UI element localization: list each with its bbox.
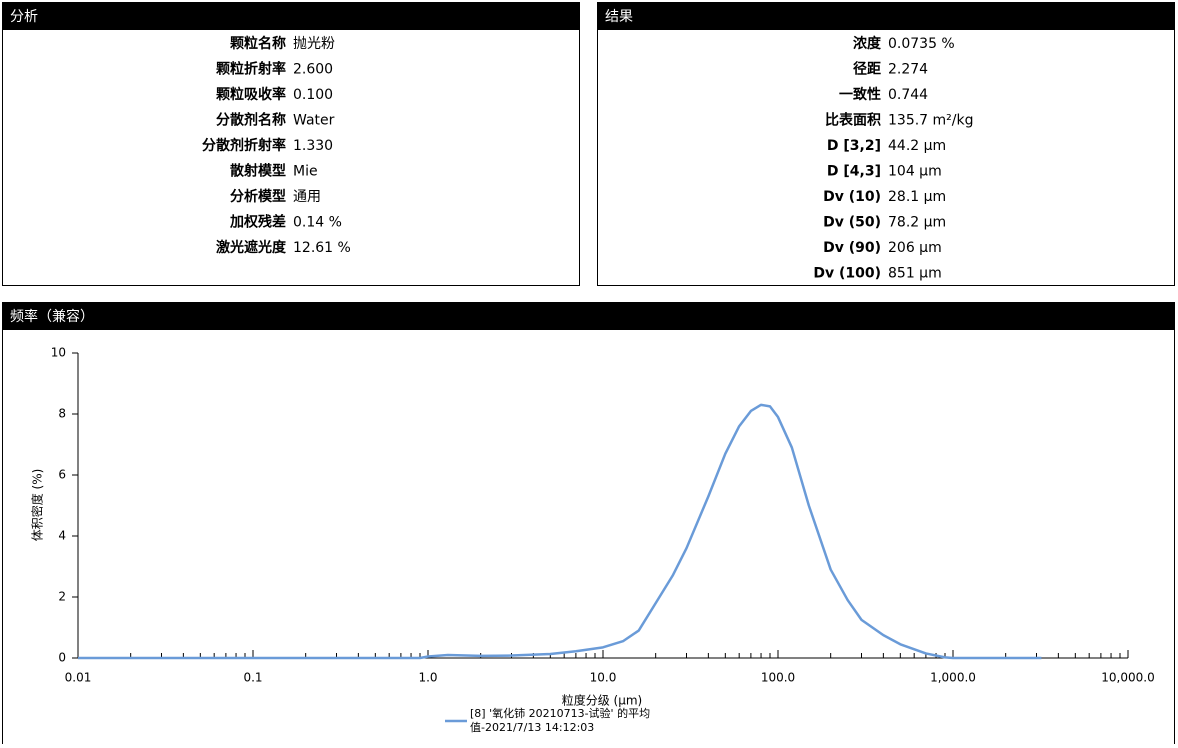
row-value: 0.14 %	[293, 215, 342, 231]
panel-title: 结果	[605, 9, 633, 25]
row-value: 2.600	[293, 62, 333, 78]
data-line	[78, 403, 1042, 660]
x-tick-label: 1,000.0	[930, 671, 976, 685]
legend-entry: [8] '氧化铈 20210713-试验' 的平均值-2021/7/13 14:…	[470, 707, 651, 734]
x-tick-label: 0.1	[243, 671, 262, 685]
row-value: 206 μm	[888, 240, 942, 256]
row-label: Dv (100)	[813, 266, 881, 282]
panel-header	[2, 302, 1175, 330]
row-value: 44.2 μm	[888, 138, 946, 154]
analysis-panel	[2, 2, 580, 286]
chart-panel	[2, 302, 1175, 748]
x-tick-label: 1.0	[418, 671, 437, 685]
row-label: Dv (50)	[823, 215, 881, 231]
row-value: 通用	[293, 189, 321, 205]
y-tick-label: 8	[58, 407, 66, 421]
results-panel	[597, 2, 1175, 286]
y-tick-label: 2	[58, 590, 66, 604]
x-tick-label: 100.0	[761, 671, 795, 685]
row-value: 12.61 %	[293, 240, 351, 256]
row-value: 135.7 m²/kg	[888, 113, 974, 129]
row-value: 104 μm	[888, 164, 942, 180]
panel-header	[597, 2, 1175, 30]
row-value: 1.330	[293, 138, 333, 154]
row-label: 颗粒名称	[230, 35, 286, 52]
row-label: D [3,2]	[827, 138, 881, 154]
row-value: 0.100	[293, 87, 333, 103]
y-tick-label: 6	[58, 468, 66, 482]
row-value: Mie	[293, 164, 318, 180]
row-label: 浓度	[853, 35, 882, 52]
x-tick-label: 10.0	[590, 671, 617, 685]
x-axis-label: 粒度分级 (μm)	[562, 693, 643, 708]
row-label: 比表面积	[825, 112, 881, 129]
x-tick-label: 0.01	[65, 671, 92, 685]
row-label: 分析模型	[230, 188, 286, 205]
row-value: 0.0735 %	[888, 36, 955, 52]
y-tick-label: 4	[58, 529, 66, 543]
row-label: Dv (10)	[823, 189, 881, 205]
row-label: 分散剂折射率	[202, 137, 286, 154]
row-value: 0.744	[888, 87, 928, 103]
row-label: 激光遮光度	[216, 239, 287, 256]
row-label: 加权残差	[229, 214, 286, 231]
row-value: 抛光粉	[293, 36, 335, 52]
row-label: 径距	[853, 61, 881, 78]
panel-header	[2, 2, 580, 30]
row-label: 颗粒折射率	[216, 61, 286, 78]
panel-title: 分析	[10, 9, 38, 25]
row-value: 28.1 μm	[888, 189, 946, 205]
row-label: 分散剂名称	[216, 112, 286, 129]
row-value: 851 μm	[888, 266, 942, 282]
row-value: Water	[293, 113, 335, 129]
row-value: 2.274	[888, 62, 928, 78]
y-tick-label: 0	[58, 651, 66, 665]
row-label: 颗粒吸收率	[216, 86, 286, 103]
row-label: 一致性	[839, 86, 881, 103]
row-label: Dv (90)	[823, 240, 881, 256]
row-label: D [4,3]	[827, 164, 881, 180]
row-value: 78.2 μm	[888, 215, 946, 231]
x-tick-label: 10,000.0	[1101, 671, 1154, 685]
y-axis-label: 体积密度 (%)	[30, 469, 45, 542]
row-label: 散射模型	[230, 163, 286, 180]
panel-title: 频率（兼容）	[10, 308, 94, 325]
legend-label: [8] '氧化铈 20210713-试验' 的平均值-2021/7/13 14:…	[470, 707, 651, 734]
y-tick-label: 10	[51, 346, 66, 360]
